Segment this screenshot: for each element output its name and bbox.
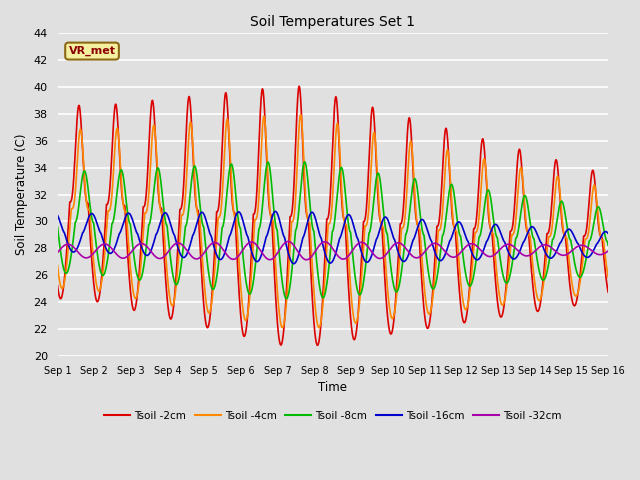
X-axis label: Time: Time	[318, 382, 348, 395]
Y-axis label: Soil Temperature (C): Soil Temperature (C)	[15, 134, 28, 255]
Title: Soil Temperatures Set 1: Soil Temperatures Set 1	[250, 15, 415, 29]
Legend: Tsoil -2cm, Tsoil -4cm, Tsoil -8cm, Tsoil -16cm, Tsoil -32cm: Tsoil -2cm, Tsoil -4cm, Tsoil -8cm, Tsoi…	[100, 407, 566, 425]
Text: VR_met: VR_met	[68, 46, 116, 56]
